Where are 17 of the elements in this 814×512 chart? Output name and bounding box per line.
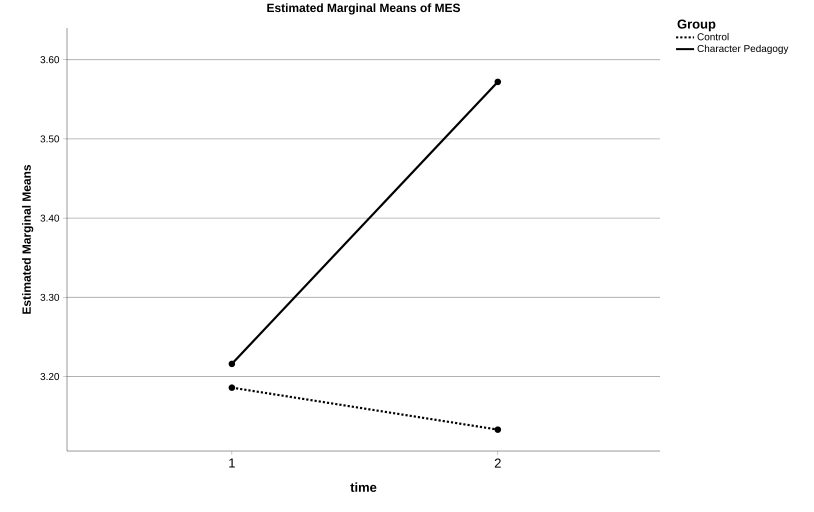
x-tick-label: 2 [494,458,501,468]
legend-label: Control [698,33,728,40]
point [494,78,502,86]
chart-title: Estimated Marginal Means of MES [267,3,460,15]
point [228,360,236,368]
y-tick-label: 3.50 [40,135,60,142]
y-axis-title: Estimated Marginal Means [22,164,34,314]
y-tick-label: 3.20 [40,373,60,380]
y-tick-label: 3.40 [40,214,60,222]
point [228,384,236,391]
x-tick-label: 1 [229,458,235,468]
y-tick-label: 3.30 [40,294,60,301]
x-axis-title: time [350,482,376,492]
legend-label: Character Pedagogy [698,44,788,54]
y-tick-label: 3.60 [40,56,60,64]
point [494,426,502,433]
legend-title: Group [678,19,716,32]
